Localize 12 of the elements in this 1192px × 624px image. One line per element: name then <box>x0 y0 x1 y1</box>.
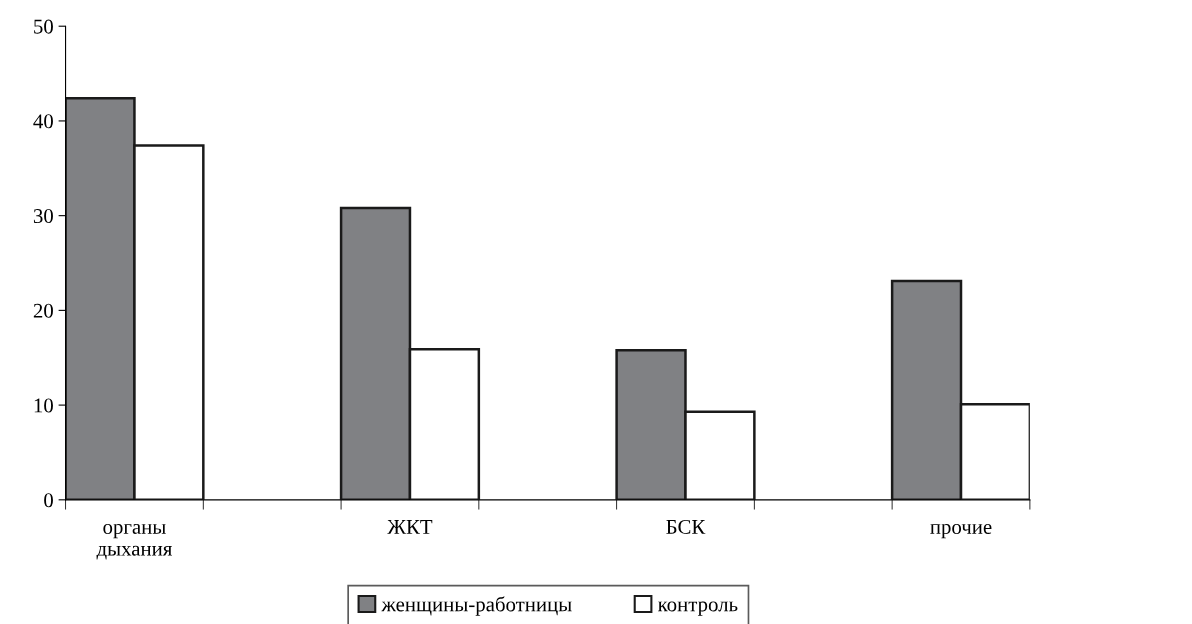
y-tick-label: 0 <box>44 493 53 508</box>
y-tick-label: 50 <box>34 19 53 34</box>
y-tick-label: 20 <box>33 303 53 318</box>
x-tick-label: прочие <box>930 523 992 539</box>
y-tick-label: 30 <box>33 209 53 224</box>
legend-label: женщины-работницы <box>381 596 572 616</box>
x-tick-label: ЖКТ <box>387 520 433 534</box>
legend-label: контроль <box>658 601 738 616</box>
y-tick-label: 40 <box>33 114 53 129</box>
x-tick-label: органы дыхания <box>96 523 172 560</box>
y-tick-label: 10 <box>34 398 53 413</box>
x-tick-label: БСК <box>666 519 706 534</box>
